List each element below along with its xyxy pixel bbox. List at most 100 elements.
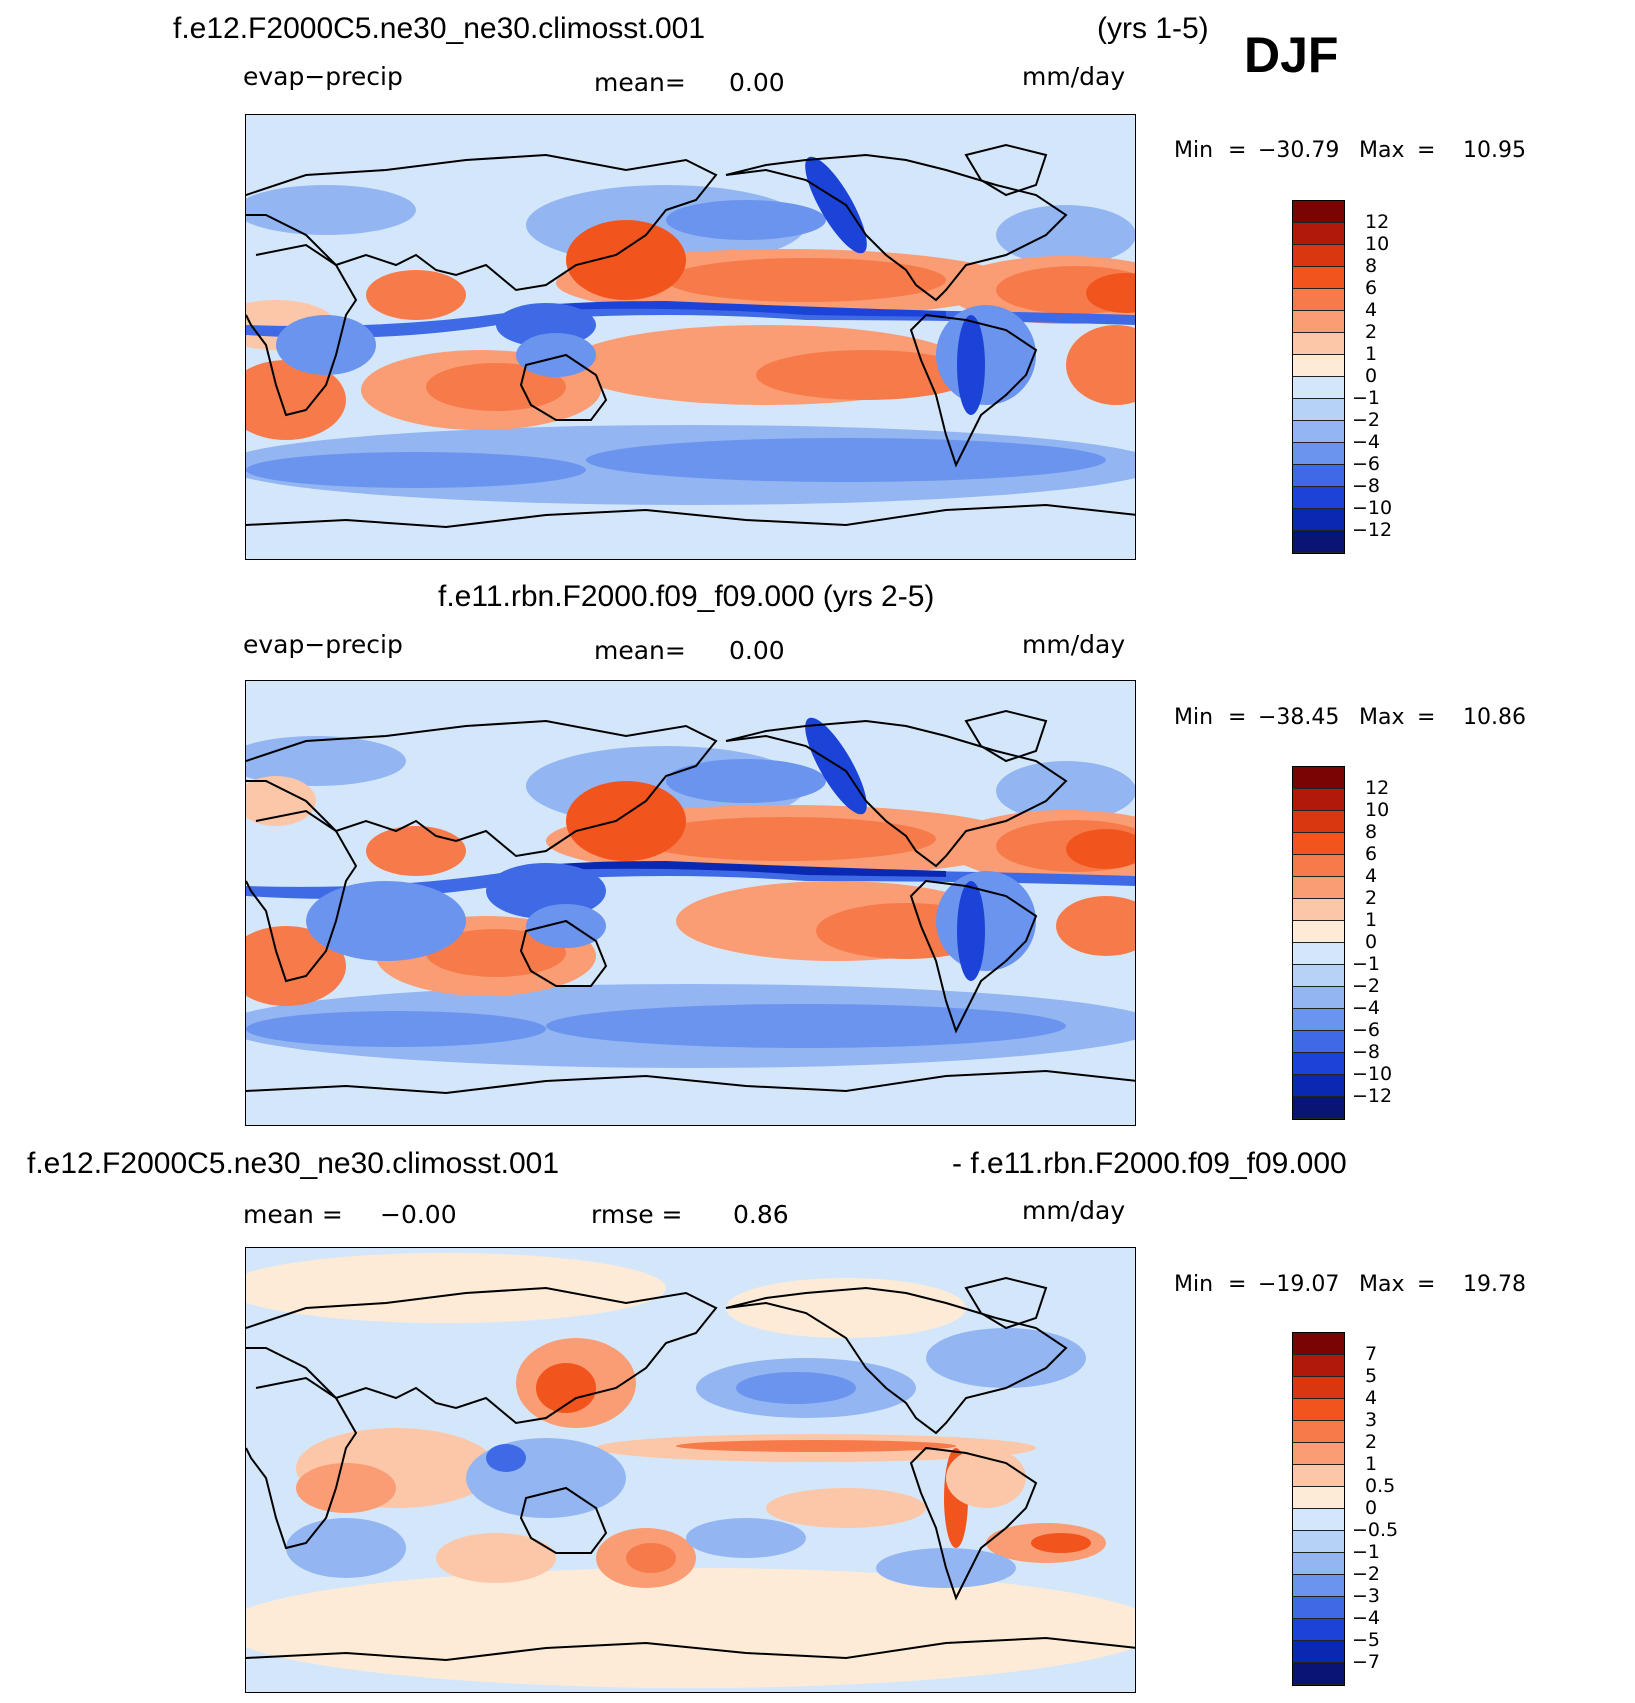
colorbar-label: 0.5 [1365, 1475, 1396, 1497]
colorbar-label: 0 [1365, 931, 1378, 953]
colorbar-label: −6 [1352, 1019, 1381, 1041]
colorbar-swatch [1293, 1333, 1344, 1355]
colorbar-swatch [1293, 811, 1344, 833]
colorbar-swatch [1293, 1355, 1344, 1377]
colorbar-swatch [1293, 355, 1344, 377]
panel3-colorbar [1292, 1332, 1345, 1686]
colorbar-swatch [1293, 1053, 1344, 1075]
panel2-colorbar-labels: 12 10 8 6 4 2 1 0 −1 −2 −4 −6 −8 −10 −12 [1352, 766, 1422, 1120]
colorbar-label: 3 [1365, 1409, 1378, 1431]
colorbar-swatch [1293, 965, 1344, 987]
colorbar-label: −2 [1352, 1563, 1381, 1585]
colorbar-label: −4 [1352, 997, 1381, 1019]
colorbar-swatch [1293, 767, 1344, 789]
colorbar-swatch [1293, 311, 1344, 333]
panel2-colorbar [1292, 766, 1345, 1120]
colorbar-swatch [1293, 399, 1344, 421]
colorbar-swatch [1293, 1399, 1344, 1421]
panel3-mean-value: −0.00 [380, 1200, 457, 1229]
panel1-max-value: 10.95 [1463, 138, 1526, 163]
colorbar-label: −6 [1352, 453, 1381, 475]
colorbar-swatch [1293, 921, 1344, 943]
colorbar-label: 1 [1365, 1453, 1378, 1475]
colorbar-label: 4 [1365, 299, 1378, 321]
panel2-min-label: Min [1174, 705, 1214, 730]
panel3-map-field [246, 1248, 1135, 1692]
panel1-max-eq: = [1417, 138, 1436, 163]
colorbar-swatch [1293, 1075, 1344, 1097]
panel3-case-title: f.e12.F2000C5.ne30_ne30.climosst.001 [27, 1147, 560, 1180]
colorbar-swatch [1293, 201, 1344, 223]
colorbar-swatch [1293, 943, 1344, 965]
colorbar-swatch [1293, 877, 1344, 899]
colorbar-label: −12 [1352, 519, 1393, 541]
colorbar-label: 5 [1365, 1365, 1378, 1387]
colorbar-swatch [1293, 789, 1344, 811]
colorbar-label: −2 [1352, 975, 1381, 997]
colorbar-label: 1 [1365, 909, 1378, 931]
panel3-max-eq: = [1417, 1272, 1436, 1297]
colorbar-swatch [1293, 245, 1344, 267]
colorbar-label: −7 [1352, 1651, 1381, 1673]
colorbar-label: 6 [1365, 277, 1378, 299]
colorbar-label: 7 [1365, 1343, 1378, 1365]
colorbar-label: −1 [1352, 387, 1381, 409]
colorbar-label: −8 [1352, 1041, 1381, 1063]
panel3-mean-label: mean = [243, 1200, 343, 1229]
panel3-colorbar-labels: 7 5 4 3 2 1 0.5 0 −0.5 −1 −2 −3 −4 −5 −7 [1352, 1332, 1422, 1686]
panel1-min-eq: = [1228, 138, 1247, 163]
panel1-mean-label: mean= [594, 68, 686, 97]
panel3-rmse-label: rmse = [591, 1200, 683, 1229]
colorbar-label: −8 [1352, 475, 1381, 497]
panel1-map-field [246, 115, 1135, 559]
colorbar-swatch [1293, 1663, 1344, 1685]
colorbar-swatch [1293, 289, 1344, 311]
colorbar-swatch [1293, 1531, 1344, 1553]
colorbar-swatch [1293, 465, 1344, 487]
panel3-min-value: −19.07 [1258, 1272, 1340, 1297]
panel3-min-label: Min [1174, 1272, 1214, 1297]
colorbar-label: 2 [1365, 321, 1378, 343]
colorbar-label: −3 [1352, 1585, 1381, 1607]
panel3-max-value: 19.78 [1463, 1272, 1526, 1297]
colorbar-swatch [1293, 1031, 1344, 1053]
colorbar-swatch [1293, 855, 1344, 877]
colorbar-label: −1 [1352, 1541, 1381, 1563]
panel2-variable-label: evap−precip [243, 630, 403, 659]
panel2-case-title: f.e11.rbn.F2000.f09_f09.000 (yrs 2-5) [438, 580, 935, 613]
colorbar-swatch [1293, 1619, 1344, 1641]
panel3-minus-case-title: - f.e11.rbn.F2000.f09_f09.000 [952, 1147, 1347, 1180]
colorbar-swatch [1293, 1509, 1344, 1531]
colorbar-swatch [1293, 1421, 1344, 1443]
colorbar-label: 2 [1365, 887, 1378, 909]
colorbar-label: 8 [1365, 821, 1378, 843]
panel3-rmse-value: 0.86 [733, 1200, 789, 1229]
colorbar-label: 6 [1365, 843, 1378, 865]
colorbar-swatch [1293, 267, 1344, 289]
panel2-mean-value: 0.00 [729, 636, 785, 665]
colorbar-label: −12 [1352, 1085, 1393, 1107]
colorbar-label: −4 [1352, 431, 1381, 453]
colorbar-label: 12 [1365, 211, 1390, 233]
colorbar-label: 8 [1365, 255, 1378, 277]
colorbar-label: −4 [1352, 1607, 1381, 1629]
colorbar-label: 10 [1365, 799, 1390, 821]
colorbar-label: −5 [1352, 1629, 1381, 1651]
colorbar-swatch [1293, 1377, 1344, 1399]
panel1-mean-value: 0.00 [729, 68, 785, 97]
panel2-min-eq: = [1228, 705, 1247, 730]
panel2-min-value: −38.45 [1258, 705, 1340, 730]
colorbar-label: 4 [1365, 865, 1378, 887]
panel3-max-label: Max [1359, 1272, 1405, 1297]
colorbar-label: −2 [1352, 409, 1381, 431]
colorbar-swatch [1293, 223, 1344, 245]
colorbar-swatch [1293, 487, 1344, 509]
colorbar-swatch [1293, 833, 1344, 855]
panel1-min-value: −30.79 [1258, 138, 1340, 163]
colorbar-label: −0.5 [1352, 1519, 1399, 1541]
colorbar-swatch [1293, 1443, 1344, 1465]
panel1-map [245, 114, 1136, 560]
colorbar-swatch [1293, 377, 1344, 399]
colorbar-swatch [1293, 899, 1344, 921]
colorbar-swatch [1293, 1597, 1344, 1619]
